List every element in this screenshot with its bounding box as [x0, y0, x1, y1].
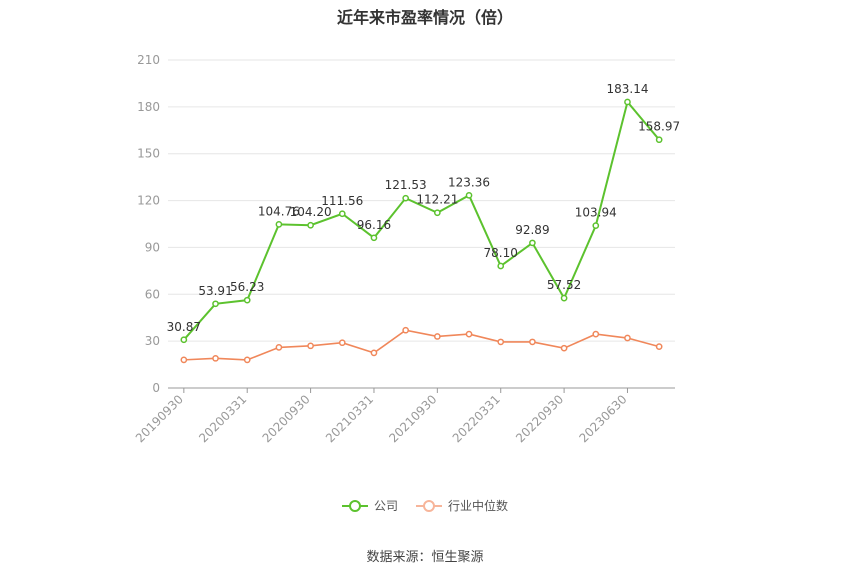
data-point-company — [180, 336, 188, 344]
data-point-industry — [243, 356, 251, 364]
data-point-industry — [212, 354, 219, 362]
x-tick-label: 20210930 — [386, 392, 439, 445]
legend-company-swatch — [341, 499, 368, 512]
x-tick-label: 20230630 — [577, 392, 630, 445]
data-point-company — [243, 296, 251, 304]
data-label-company: 96.16 — [357, 218, 391, 232]
y-tick-label: 30 — [145, 334, 160, 348]
data-point-industry — [497, 338, 505, 346]
data-point-industry — [180, 356, 188, 364]
x-tick-label: 20220930 — [513, 392, 566, 445]
legend-industry-swatch — [416, 499, 442, 512]
data-point-company — [465, 191, 473, 199]
data-label-company: 112.21 — [416, 193, 458, 207]
y-tick-label: 180 — [137, 100, 160, 114]
y-tick-label: 210 — [137, 53, 160, 67]
pe-ratio-line-chart: 0 30 60 90 120 150 180 210 20190930 20200331 20200… — [133, 53, 680, 445]
x-tick-label: 20210331 — [323, 392, 376, 445]
data-point-company — [560, 294, 568, 302]
data-point-company — [624, 98, 631, 106]
data-point-company — [497, 262, 505, 270]
data-source: 数据来源：恒生聚源 — [366, 550, 484, 565]
legend-item-industry[interactable]: 行业中位数 — [416, 497, 508, 514]
data-point-company — [402, 194, 410, 202]
data-label-company: 30.87 — [167, 320, 201, 334]
data-point-industry — [402, 326, 410, 334]
data-point-industry — [307, 342, 314, 350]
chart-legend: 公司 行业中位数 — [0, 497, 850, 514]
legend-item-company[interactable]: 公司 — [341, 497, 398, 514]
data-label-company: 92.89 — [515, 223, 549, 237]
data-point-company — [655, 136, 663, 144]
data-label-company: 103.94 — [575, 206, 617, 220]
y-tick-label: 60 — [145, 287, 160, 301]
data-label-company: 121.53 — [385, 178, 427, 192]
data-label-company: 183.14 — [606, 82, 648, 96]
chart-title: 近年来市盈率情况（倍） — [336, 8, 513, 27]
series-line-industry — [183, 329, 660, 361]
data-point-industry — [592, 330, 600, 338]
legend-company-label: 公司 — [373, 499, 398, 513]
y-tick-label: 120 — [137, 194, 160, 208]
x-tick-label: 20220331 — [450, 392, 503, 445]
y-tick-label: 90 — [145, 240, 160, 254]
data-point-industry — [370, 349, 378, 357]
x-tick-label: 20190930 — [133, 392, 186, 445]
data-point-company — [433, 209, 441, 217]
data-point-company — [338, 210, 346, 218]
data-point-industry — [465, 330, 473, 338]
data-label-company: 111.56 — [321, 194, 363, 208]
data-label-company: 158.97 — [638, 120, 680, 134]
data-point-industry — [338, 339, 346, 347]
data-point-industry — [655, 343, 663, 350]
series-line-company — [183, 99, 660, 341]
data-label-company: 123.36 — [448, 175, 490, 189]
data-label-company: 56.23 — [230, 280, 264, 294]
data-point-company — [307, 221, 314, 229]
data-label-company: 57.52 — [547, 278, 581, 292]
data-label-company: 104.76 — [258, 204, 300, 218]
data-point-company — [592, 222, 600, 230]
data-label-company: 78.10 — [484, 246, 518, 260]
data-point-industry — [560, 344, 568, 352]
x-tick-label: 20200930 — [260, 392, 313, 445]
x-tick-label: 20200331 — [196, 392, 249, 445]
data-point-industry — [275, 344, 283, 351]
legend-industry-label: 行业中位数 — [448, 499, 509, 513]
data-point-industry — [529, 338, 536, 346]
data-point-company — [370, 234, 378, 242]
data-label-company: 53.91 — [198, 284, 232, 298]
y-tick-label: 0 — [152, 381, 160, 395]
data-point-company — [275, 221, 283, 228]
data-point-company — [529, 239, 536, 247]
data-point-industry — [433, 333, 441, 340]
y-tick-label: 150 — [137, 147, 160, 161]
data-point-company — [212, 300, 219, 308]
data-point-industry — [624, 334, 631, 342]
data-label-company: 104.20 — [290, 205, 332, 219]
